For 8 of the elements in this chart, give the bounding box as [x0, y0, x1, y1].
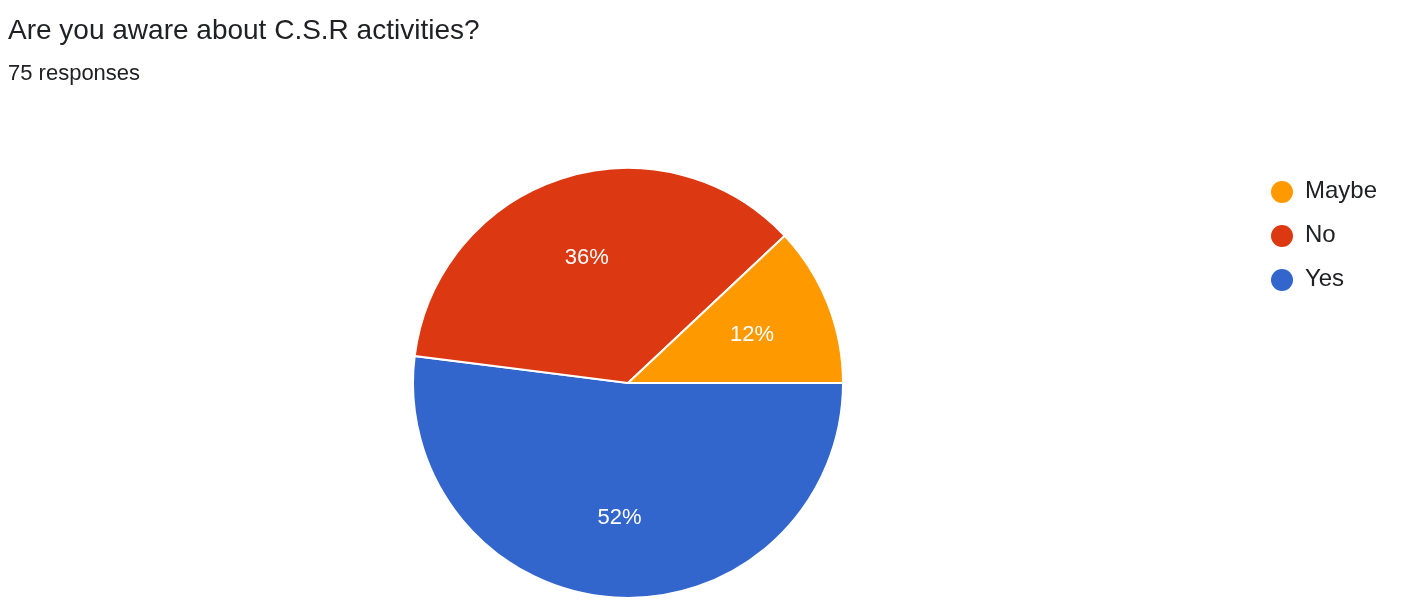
chart-title: Are you aware about C.S.R activities?	[8, 14, 480, 46]
legend-label: Yes	[1304, 264, 1345, 291]
text: 75 responses	[8, 60, 141, 86]
legend-label: No	[1304, 220, 1336, 247]
data-label: 12%	[729, 321, 774, 347]
data-label: 52%	[597, 503, 642, 529]
data-label: 36%	[564, 243, 609, 269]
legend-label: Maybe	[1304, 176, 1377, 203]
